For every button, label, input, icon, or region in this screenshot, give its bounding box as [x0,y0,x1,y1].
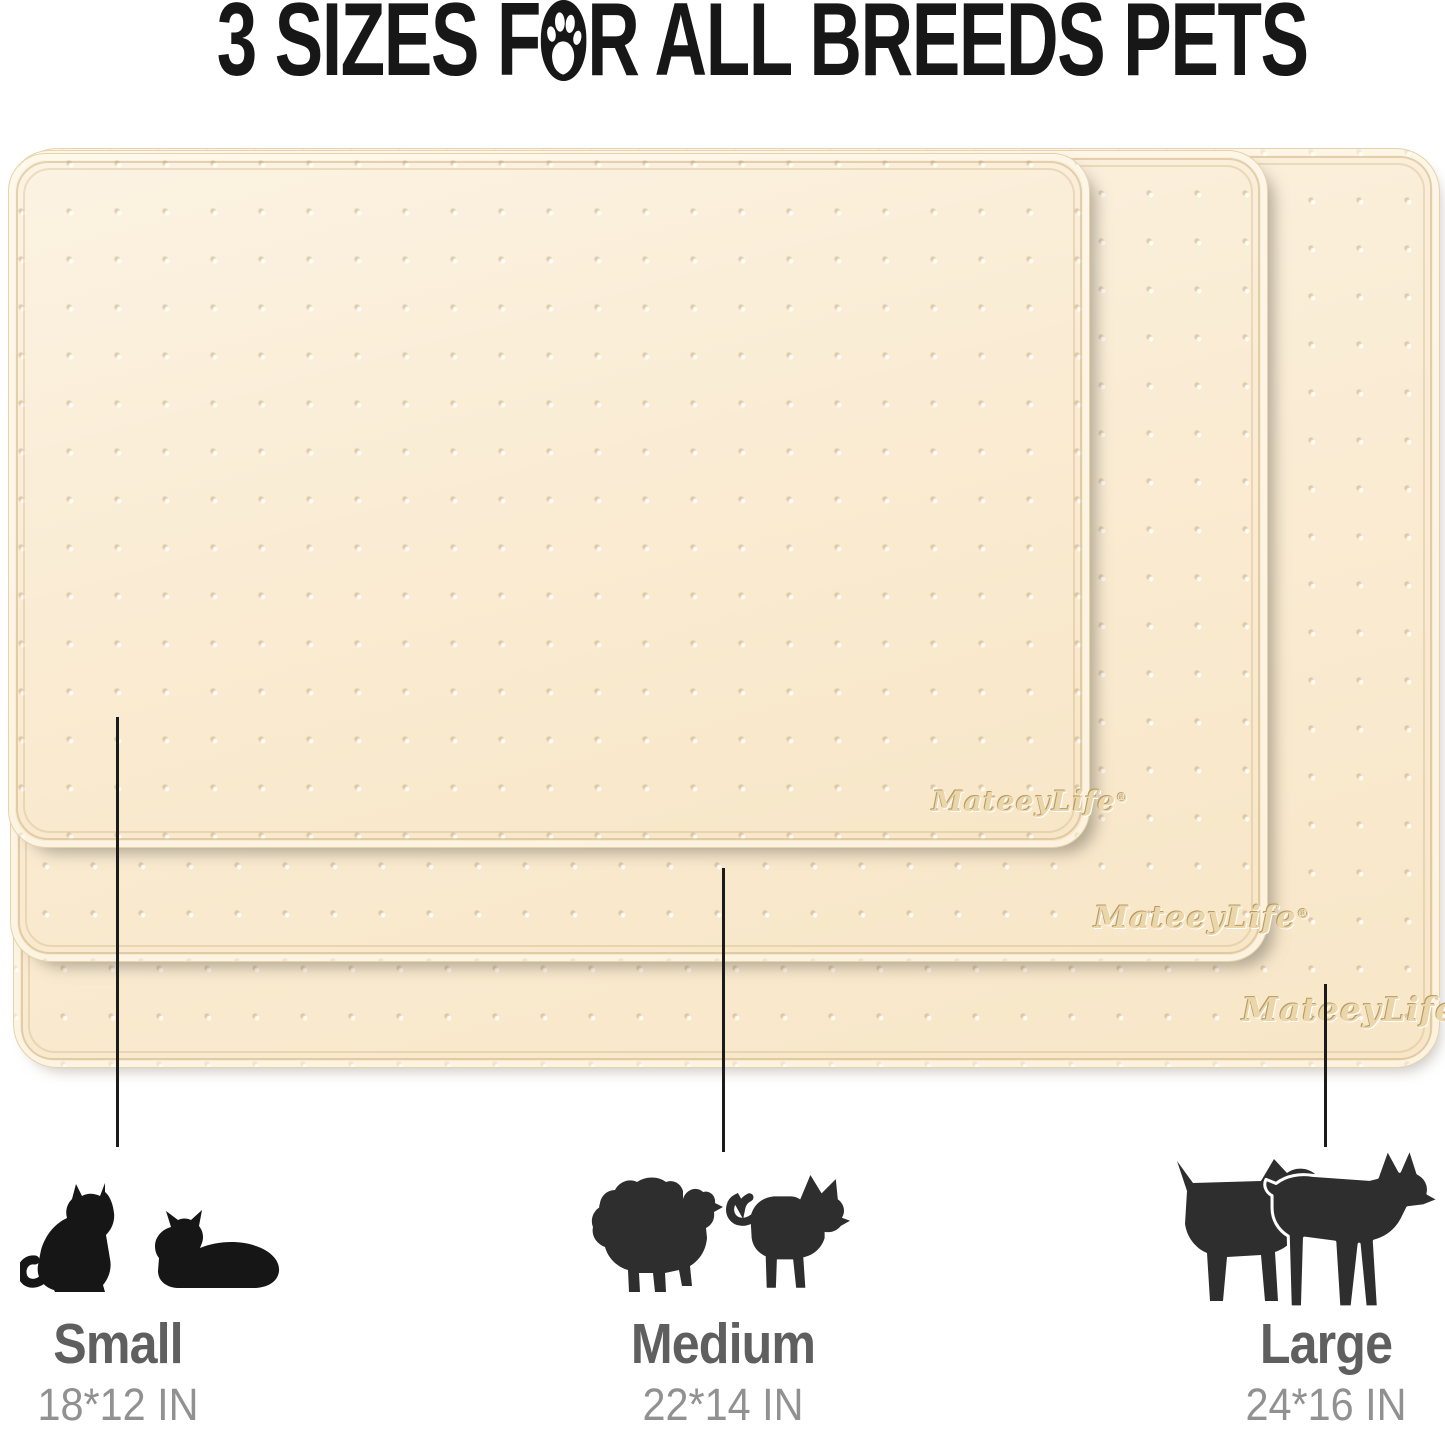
leader-line-small [116,717,119,1147]
brand-name: MateeyLife [1094,900,1297,936]
brand-name: MateeyLife [1242,990,1445,1029]
chihuahua-icon [726,1175,851,1288]
size-dimensions-medium: 22*14 IN [642,1379,804,1430]
brand-logo-small-mat: MateeyLife® [932,785,1128,818]
leader-line-medium [722,868,725,1152]
size-label-medium: Medium [630,1312,816,1376]
size-dimensions-large: 24*16 IN [1245,1379,1407,1430]
size-option-small: Small 18*12 IN [0,1312,268,1430]
leader-line-large [1324,984,1327,1147]
size-option-large: Large 24*16 IN [1176,1312,1445,1430]
paw-icon [541,0,587,82]
pomeranian-icon [591,1177,723,1292]
registered-mark: ® [1296,907,1310,923]
brand-logo-medium-mat: MateeyLife® [1094,900,1310,936]
size-option-medium: Medium 22*14 IN [573,1312,873,1430]
doberman-icon [1263,1148,1441,1309]
brand-logo-large-mat: MateeyLife® [1242,990,1445,1029]
page-title: 3 SIZES F R ALL BREEDS PETS [216,0,1309,98]
pet-mat-small [8,153,1090,848]
lying-cat-icon [155,1210,280,1288]
brand-name: MateeyLife [932,785,1117,818]
registered-mark: ® [1116,791,1128,806]
size-label-large: Large [1259,1312,1393,1376]
title-text-after-paw: R ALL BREEDS PETS [587,0,1309,98]
size-label-small: Small [53,1312,183,1376]
size-dimensions-small: 18*12 IN [37,1379,199,1430]
sitting-cat-icon [20,1183,115,1292]
title-text-before-paw: 3 SIZES F [216,0,542,98]
